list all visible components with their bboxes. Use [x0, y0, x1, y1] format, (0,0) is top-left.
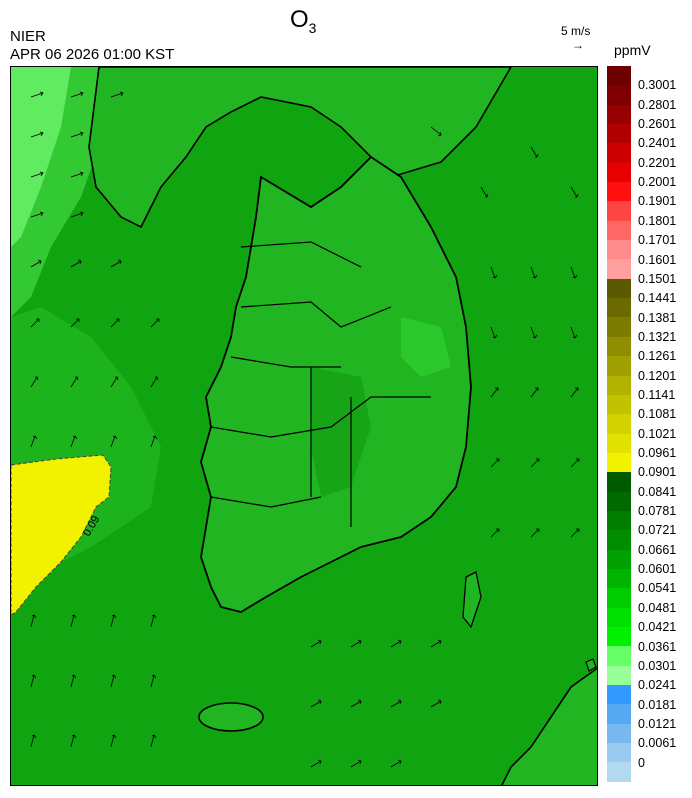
colorbar-swatch	[607, 704, 631, 724]
colorbar-swatch	[607, 162, 631, 183]
colorbar-swatch	[607, 414, 631, 434]
colorbar-swatch	[607, 743, 631, 763]
high-ozone-zone	[11, 454, 112, 616]
colorbar-label: 0.1021	[638, 426, 677, 441]
east-light-zone	[401, 317, 451, 377]
colorbar-swatch	[607, 220, 631, 241]
agency-label: NIER	[10, 28, 46, 45]
north-landmass	[88, 67, 512, 229]
colorbar-swatch	[607, 201, 631, 221]
colorbar-swatch	[607, 665, 631, 685]
colorbar	[607, 66, 631, 782]
wind-vectors	[30, 91, 580, 768]
colorbar-label: 0	[638, 755, 645, 770]
colorbar-swatch	[607, 588, 631, 608]
inland-dark-zone	[311, 367, 371, 497]
colorbar-swatch	[607, 336, 631, 357]
colorbar-label: 0.0841	[638, 484, 677, 499]
wind-scale-arrow-icon: →	[572, 38, 584, 52]
colorbar-swatch	[607, 491, 631, 511]
colorbar-label: 0.0181	[638, 697, 677, 712]
colorbar-label: 0.0541	[638, 581, 677, 596]
colorbar-label: 0.1141	[638, 387, 676, 402]
colorbar-label: 0.0241	[638, 678, 677, 693]
colorbar-label: 0.1701	[638, 233, 677, 248]
colorbar-label: 0.1441	[638, 291, 677, 306]
colorbar-swatch	[607, 375, 631, 395]
source-label: NIER APR 06 2026 01:00 KST	[10, 28, 174, 64]
colorbar-label: 0.1601	[638, 252, 677, 267]
colorbar-swatch	[607, 66, 631, 86]
colorbar-swatch	[607, 762, 631, 782]
colorbar-label: 0.3001	[638, 78, 677, 93]
datetime-label: APR 06 2026 01:00 KST	[10, 46, 175, 63]
colorbar-label: 0.2801	[638, 97, 677, 112]
colorbar-label: 0.1501	[638, 271, 677, 286]
colorbar-swatch	[607, 259, 631, 279]
colorbar-label: 0.2201	[638, 155, 677, 170]
colorbar-label: 0.0901	[638, 465, 677, 480]
colorbar-swatch	[607, 549, 631, 569]
colorbar-label: 0.0361	[638, 639, 677, 654]
colorbar-label: 0.0301	[638, 658, 677, 673]
tsushima-island	[462, 571, 482, 629]
colorbar-swatch	[607, 104, 631, 125]
colorbar-swatch	[607, 646, 631, 666]
colorbar-swatch	[607, 317, 631, 337]
colorbar-label: 0.0601	[638, 562, 677, 577]
colorbar-swatch	[607, 433, 631, 453]
colorbar-label: 0.0721	[638, 523, 677, 538]
colorbar-label: 0.1801	[638, 213, 677, 228]
colorbar-swatch	[607, 685, 631, 705]
colorbar-label: 0.1381	[638, 310, 677, 325]
colorbar-label: 0.0661	[638, 542, 677, 557]
colorbar-swatch	[607, 298, 631, 318]
colorbar-swatch	[607, 356, 631, 376]
ulleung-island	[585, 658, 597, 672]
colorbar-label: 0.1321	[638, 329, 677, 344]
colorbar-swatch	[607, 394, 631, 415]
colorbar-label: 0.2401	[638, 136, 677, 151]
japan-landmass	[501, 667, 597, 785]
colorbar-label: 0.2001	[638, 175, 677, 190]
colorbar-swatch	[607, 452, 631, 473]
colorbar-swatch	[607, 510, 631, 531]
colorbar-swatch	[607, 626, 631, 647]
colorbar-swatch	[607, 124, 631, 144]
colorbar-label: 0.0061	[638, 736, 677, 751]
wind-scale-label: 5 m/s	[561, 24, 591, 38]
colorbar-swatch	[607, 568, 631, 589]
colorbar-swatch	[607, 240, 631, 260]
colorbar-swatch	[607, 723, 631, 744]
colorbar-swatch	[607, 143, 631, 163]
low-zone	[11, 67, 71, 247]
colorbar-label: 0.1201	[638, 368, 677, 383]
colorbar-label: 0.1261	[638, 349, 677, 364]
jeju-island	[198, 702, 264, 732]
province-borders	[210, 241, 431, 527]
colorbar-swatch	[607, 278, 631, 299]
colorbar-label: 0.0781	[638, 504, 677, 519]
colorbar-swatch	[607, 472, 631, 492]
map-title: O3	[290, 6, 317, 36]
colorbar-label: 0.0421	[638, 620, 677, 635]
colorbar-label: 0.1901	[638, 194, 677, 209]
colorbar-swatch	[607, 182, 631, 202]
colorbar-label: 0.0481	[638, 600, 677, 615]
unit-label: ppmV	[614, 42, 651, 58]
colorbar-swatch	[607, 530, 631, 550]
colorbar-swatch	[607, 85, 631, 105]
colorbar-swatch	[607, 607, 631, 627]
colorbar-label: 0.0961	[638, 446, 677, 461]
colorbar-label: 0.1081	[638, 407, 677, 422]
colorbar-label: 0.2601	[638, 117, 677, 132]
ozone-map[interactable]: 0.09	[10, 66, 598, 786]
colorbar-label: 0.0121	[638, 716, 677, 731]
